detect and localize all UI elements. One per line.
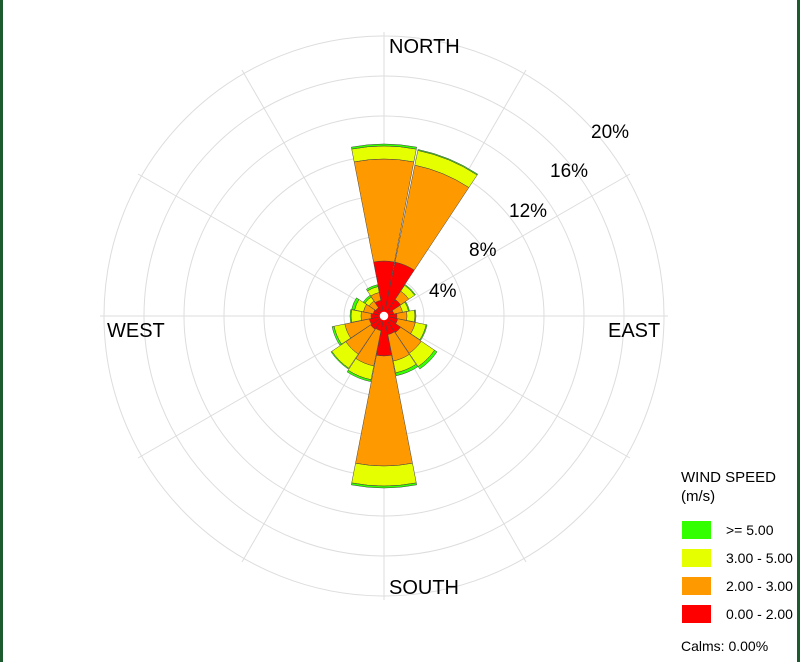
petal-wsw-bin-3 bbox=[331, 325, 342, 346]
grid-spoke bbox=[383, 315, 631, 459]
ring-label-8: 8% bbox=[469, 240, 497, 261]
legend-label-1: 3.00 - 5.00 bbox=[726, 550, 793, 566]
petal-nne-bin-3 bbox=[417, 149, 479, 176]
label-north: NORTH bbox=[389, 36, 460, 58]
petal-n-bin-3 bbox=[351, 143, 417, 150]
label-south: SOUTH bbox=[389, 577, 459, 599]
petal-wnw-bin-3 bbox=[351, 297, 360, 311]
legend-swatch-3 bbox=[682, 605, 711, 623]
petal-sw-bin-3 bbox=[330, 350, 350, 370]
ring-label-20: 20% bbox=[591, 122, 629, 143]
ring-label-4: 4% bbox=[429, 281, 457, 302]
calms-label: Calms: 0.00% bbox=[681, 638, 768, 654]
petal-e-bin-3 bbox=[414, 309, 417, 323]
petal-ese-bin-3 bbox=[419, 324, 428, 341]
ring-label-12: 12% bbox=[509, 201, 547, 222]
grid-spoke bbox=[383, 173, 631, 317]
label-west: WEST bbox=[107, 320, 165, 342]
legend: WIND SPEED (m/s) >= 5.00 3.00 - 5.00 2.0… bbox=[681, 469, 793, 654]
petal-w-bin-3 bbox=[349, 309, 352, 323]
petal-ene-bin-3 bbox=[404, 301, 410, 312]
wind-petals bbox=[330, 143, 479, 489]
petal-se-bin-3 bbox=[417, 349, 438, 370]
petal-ne-bin-3 bbox=[404, 284, 416, 296]
legend-label-2: 2.00 - 3.00 bbox=[726, 578, 793, 594]
petal-s-bin-3 bbox=[351, 482, 417, 489]
petal-w-bin-2 bbox=[350, 309, 362, 323]
wind-rose-chart: NORTH EAST SOUTH WEST 4% 8% 12% 16% 20% … bbox=[100, 32, 793, 654]
ring-label-16: 16% bbox=[550, 161, 588, 182]
petal-s-bin-2 bbox=[351, 462, 417, 487]
center-dot bbox=[378, 310, 390, 322]
legend-label-0: >= 5.00 bbox=[726, 522, 774, 538]
grid-spoke bbox=[137, 173, 385, 317]
legend-label-3: 0.00 - 2.00 bbox=[726, 606, 793, 622]
petal-sse-bin-3 bbox=[395, 364, 418, 377]
petal-nw-bin-3 bbox=[362, 294, 372, 304]
grid-spoke bbox=[241, 69, 385, 317]
petal-e-bin-2 bbox=[406, 309, 416, 323]
legend-swatch-1 bbox=[682, 549, 711, 567]
petal-ssw-bin-3 bbox=[346, 369, 372, 382]
legend-title: WIND SPEED bbox=[681, 469, 776, 486]
legend-unit: (m/s) bbox=[681, 488, 715, 505]
label-east: EAST bbox=[608, 320, 660, 342]
legend-swatch-2 bbox=[682, 577, 711, 595]
petal-nnw-bin-3 bbox=[366, 284, 379, 292]
legend-swatch-0 bbox=[682, 521, 711, 539]
